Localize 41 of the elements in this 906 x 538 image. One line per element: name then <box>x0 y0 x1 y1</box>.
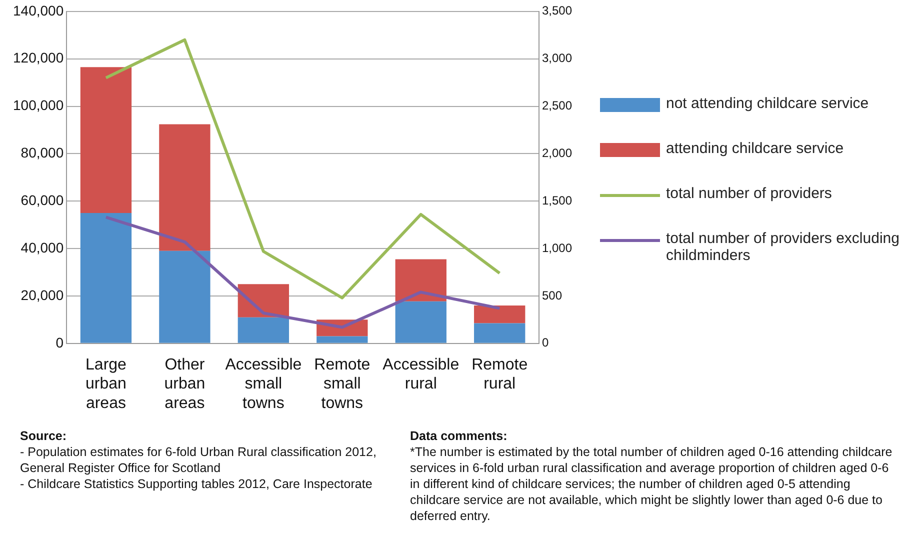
y-tick-label: 20,000 <box>20 286 64 303</box>
legend-label: total number of providers excluding childminders <box>666 230 900 264</box>
y2-tick-label: 500 <box>542 288 562 302</box>
source-note: Source: <box>20 428 68 444</box>
text: - Population estimates for 6-fold Urban Rural classification 2012, General Register Office for Scotland <box>20 444 378 476</box>
bar <box>159 124 210 251</box>
y-tick-label: 60,000 <box>20 192 64 208</box>
bar <box>316 336 368 343</box>
x-tick-label: Remote small towns <box>314 356 370 412</box>
y-tick-label: 100,000 <box>12 97 64 114</box>
bar <box>80 212 132 343</box>
y2-tick-label: 3,500 <box>542 4 572 18</box>
legend-label: total number of providers <box>666 185 832 202</box>
bar <box>238 317 290 343</box>
y-tick-label: 80,000 <box>20 144 64 161</box>
x-tick-label: Accessible small towns <box>225 356 302 412</box>
y-tick-label: 0 <box>56 334 64 350</box>
x-tick-label: Accessible rural <box>382 356 460 393</box>
y2-tick-label: 1,500 <box>542 193 572 208</box>
bar <box>474 305 526 324</box>
y2-tick-label: 3,000 <box>542 51 572 66</box>
y2-tick-label: 1,000 <box>542 240 572 255</box>
legend-label: attending childcare service <box>666 140 844 157</box>
x-tick-label: Remote rural <box>472 356 528 393</box>
text: Data comments: <box>410 428 508 444</box>
text: - Childcare Statistics Supporting tables 2012, Care Inspectorate <box>20 476 374 492</box>
bar <box>474 323 526 343</box>
bar <box>395 259 446 302</box>
bar <box>159 250 210 343</box>
bar <box>80 67 132 213</box>
x-tick-label: Large urban areas <box>86 356 127 412</box>
y-tick-label: 120,000 <box>12 50 64 66</box>
text: *The number is estimated by the total number of children aged 0-16 attending childcare services in 6-fold urban rural classification and average proportion of children aged 0-6 in different kind of childcare services; the number of children aged 0-5 attending childcare service are not available, which might be slightly lower than aged 0-6 due to deferred entry. <box>410 444 894 524</box>
legend-label: not attending childcare service <box>666 95 869 112</box>
y2-tick-label: 0 <box>542 336 549 350</box>
x-tick-label: Other urban areas <box>164 356 206 412</box>
y2-tick-label: 2,000 <box>542 146 572 160</box>
bar <box>395 301 446 343</box>
y2-tick-label: 2,500 <box>542 98 572 113</box>
y-tick-label: 140,000 <box>12 2 64 18</box>
y-tick-label: 40,000 <box>20 239 64 256</box>
